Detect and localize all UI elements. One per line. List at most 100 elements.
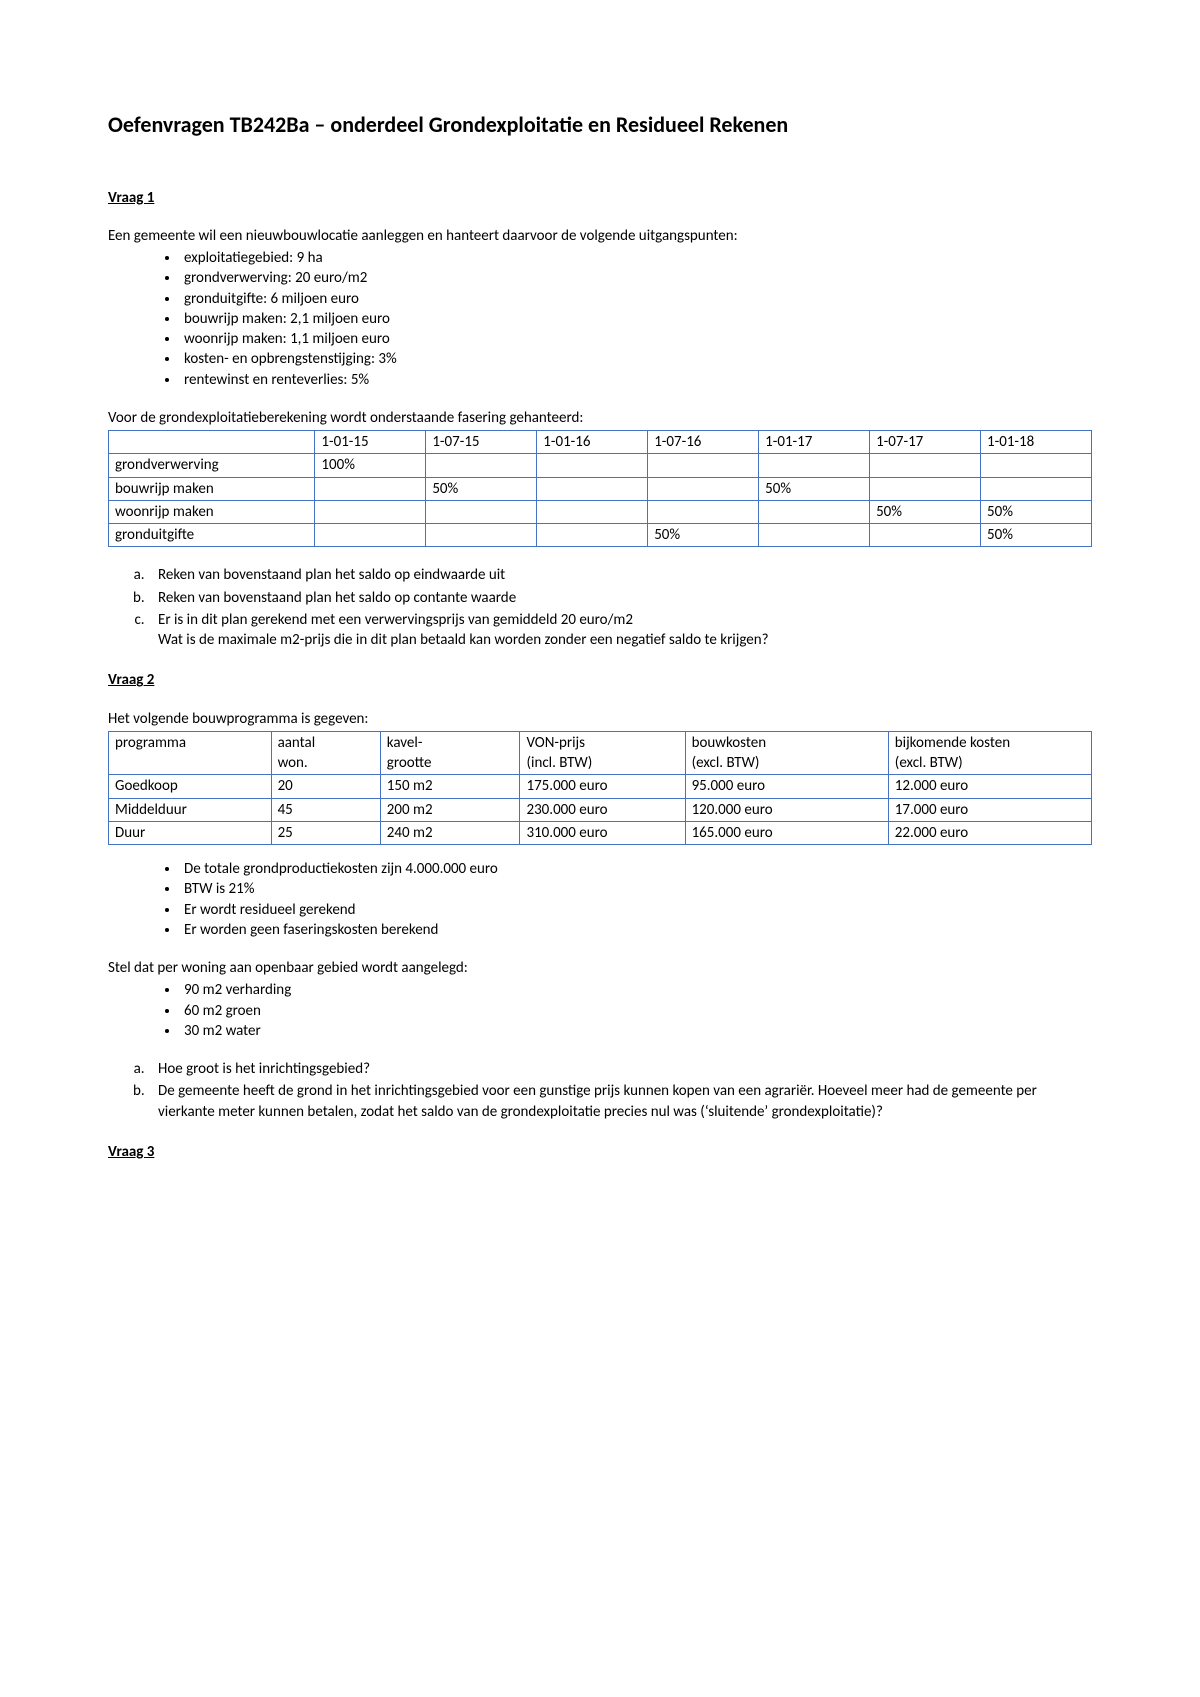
- q2-intro: Het volgende bouwprogramma is gegeven:: [108, 709, 1092, 729]
- table-cell: 20: [271, 775, 380, 798]
- q2-mid-text: Stel dat per woning aan openbaar gebied …: [108, 958, 1092, 978]
- q2-bullets-a: De totale grondproductiekosten zijn 4.00…: [108, 859, 1092, 940]
- list-item: Reken van bovenstaand plan het saldo op …: [148, 588, 1092, 608]
- list-item: 90 m2 verharding: [180, 980, 1092, 1000]
- header-line1: aantal: [278, 734, 316, 752]
- table-cell: [426, 500, 537, 523]
- table-cell: 310.000 euro: [520, 821, 685, 844]
- table-cell: bijkomende kosten (excl. BTW): [888, 731, 1091, 775]
- table-cell: bouwkosten (excl. BTW): [685, 731, 888, 775]
- table-cell: 17.000 euro: [888, 798, 1091, 821]
- list-item: De gemeente heeft de grond in het inrich…: [148, 1081, 1092, 1122]
- question-1: Vraag 1 Een gemeente wil een nieuwbouwlo…: [108, 188, 1092, 651]
- table-cell: [870, 477, 981, 500]
- table-cell: 1-01-15: [315, 431, 426, 454]
- header-line2: (excl. BTW): [895, 754, 963, 772]
- q3-heading: Vraag 3: [108, 1142, 1092, 1162]
- table-cell: [537, 500, 648, 523]
- q2-sub-questions: Hoe groot is het inrichtingsgebied? De g…: [108, 1059, 1092, 1122]
- list-item: rentewinst en renteverlies: 5%: [180, 370, 1092, 390]
- header-line2: (incl. BTW): [526, 754, 592, 772]
- table-cell: 50%: [981, 524, 1092, 547]
- table-row: woonrijp maken 50% 50%: [109, 500, 1092, 523]
- table-cell: 50%: [981, 500, 1092, 523]
- table-cell: 50%: [648, 524, 759, 547]
- table-row: Middelduur 45 200 m2 230.000 euro 120.00…: [109, 798, 1092, 821]
- q1-sub-questions: Reken van bovenstaand plan het saldo op …: [108, 565, 1092, 650]
- list-item: 30 m2 water: [180, 1021, 1092, 1041]
- q1-table: 1-01-15 1-07-15 1-01-16 1-07-16 1-01-17 …: [108, 430, 1092, 547]
- table-cell: [648, 477, 759, 500]
- table-cell: [759, 500, 870, 523]
- list-item: grondverwerving: 20 euro/m2: [180, 268, 1092, 288]
- table-cell: [426, 454, 537, 477]
- header-line2: won.: [278, 754, 308, 772]
- table-cell: 1-01-18: [981, 431, 1092, 454]
- table-cell: gronduitgifte: [109, 524, 315, 547]
- table-cell: Middelduur: [109, 798, 272, 821]
- q2-heading: Vraag 2: [108, 670, 1092, 690]
- table-cell: grondverwerving: [109, 454, 315, 477]
- table-cell: [759, 524, 870, 547]
- q2-bullets-b: 90 m2 verharding 60 m2 groen 30 m2 water: [108, 980, 1092, 1041]
- table-cell: [426, 524, 537, 547]
- table-cell: aantal won.: [271, 731, 380, 775]
- table-cell: [870, 454, 981, 477]
- header-line1: bouwkosten: [692, 734, 767, 752]
- header-line1: bijkomende kosten: [895, 734, 1010, 752]
- table-cell: 45: [271, 798, 380, 821]
- table-cell: 165.000 euro: [685, 821, 888, 844]
- list-item: woonrijp maken: 1,1 miljoen euro: [180, 329, 1092, 349]
- table-cell: [870, 524, 981, 547]
- list-item: De totale grondproductiekosten zijn 4.00…: [180, 859, 1092, 879]
- table-cell: 150 m2: [380, 775, 520, 798]
- table-cell: [537, 477, 648, 500]
- table-cell: bouwrijp maken: [109, 477, 315, 500]
- table-row: programma aantal won. kavel- grootte VON…: [109, 731, 1092, 775]
- page: Oefenvragen TB242Ba – onderdeel Grondexp…: [0, 0, 1200, 1697]
- table-cell: 12.000 euro: [888, 775, 1091, 798]
- table-row: 1-01-15 1-07-15 1-01-16 1-07-16 1-01-17 …: [109, 431, 1092, 454]
- table-cell: kavel- grootte: [380, 731, 520, 775]
- table-cell: 95.000 euro: [685, 775, 888, 798]
- table-cell: 50%: [870, 500, 981, 523]
- table-cell: VON-prijs (incl. BTW): [520, 731, 685, 775]
- table-row: Duur 25 240 m2 310.000 euro 165.000 euro…: [109, 821, 1092, 844]
- table-cell: 1-07-15: [426, 431, 537, 454]
- table-cell: 25: [271, 821, 380, 844]
- list-item: bouwrijp maken: 2,1 miljoen euro: [180, 309, 1092, 329]
- list-item: BTW is 21%: [180, 879, 1092, 899]
- page-title: Oefenvragen TB242Ba – onderdeel Grondexp…: [108, 110, 1092, 140]
- list-item: exploitatiegebied: 9 ha: [180, 248, 1092, 268]
- q1-bullets: exploitatiegebied: 9 ha grondverwerving:…: [108, 248, 1092, 390]
- table-cell: [537, 524, 648, 547]
- table-cell: programma: [109, 731, 272, 775]
- question-2: Vraag 2 Het volgende bouwprogramma is ge…: [108, 670, 1092, 1122]
- table-cell: [648, 454, 759, 477]
- table-cell: Duur: [109, 821, 272, 844]
- table-cell: [315, 477, 426, 500]
- table-cell: [315, 524, 426, 547]
- table-row: bouwrijp maken 50% 50%: [109, 477, 1092, 500]
- table-cell: woonrijp maken: [109, 500, 315, 523]
- q1-intro: Een gemeente wil een nieuwbouwlocatie aa…: [108, 226, 1092, 246]
- table-cell: [981, 477, 1092, 500]
- table-cell: 50%: [759, 477, 870, 500]
- table-cell: [537, 454, 648, 477]
- table-cell: [759, 454, 870, 477]
- table-cell: Goedkoop: [109, 775, 272, 798]
- list-item: 60 m2 groen: [180, 1001, 1092, 1021]
- list-item: Hoe groot is het inrichtingsgebied?: [148, 1059, 1092, 1079]
- list-item: Er worden geen faseringskosten berekend: [180, 920, 1092, 940]
- table-row: gronduitgifte 50% 50%: [109, 524, 1092, 547]
- q1-heading: Vraag 1: [108, 188, 1092, 208]
- table-cell: 200 m2: [380, 798, 520, 821]
- table-cell: 120.000 euro: [685, 798, 888, 821]
- table-cell: [315, 500, 426, 523]
- table-cell: 50%: [426, 477, 537, 500]
- table-cell: 1-01-16: [537, 431, 648, 454]
- list-item: Reken van bovenstaand plan het saldo op …: [148, 565, 1092, 585]
- table-cell: [648, 500, 759, 523]
- table-cell: 22.000 euro: [888, 821, 1091, 844]
- list-item: kosten- en opbrengstenstijging: 3%: [180, 349, 1092, 369]
